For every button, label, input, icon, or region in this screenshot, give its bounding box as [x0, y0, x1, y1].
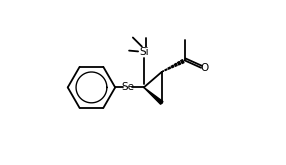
Polygon shape	[162, 71, 164, 72]
Text: O: O	[200, 63, 209, 73]
Text: Se: Se	[121, 82, 134, 92]
Polygon shape	[171, 65, 174, 68]
Polygon shape	[144, 87, 163, 104]
Polygon shape	[165, 69, 167, 70]
Polygon shape	[168, 67, 170, 69]
Polygon shape	[181, 60, 184, 63]
Polygon shape	[174, 63, 177, 66]
Polygon shape	[178, 62, 181, 65]
Text: Si: Si	[139, 47, 149, 57]
